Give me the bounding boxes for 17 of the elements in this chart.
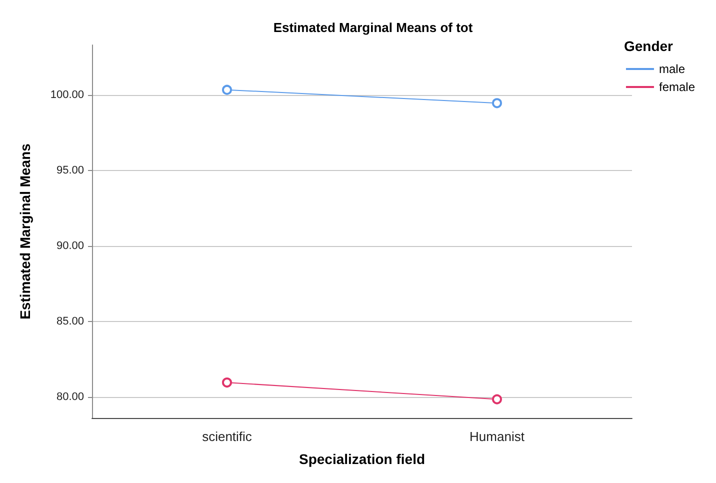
point bbox=[222, 84, 232, 95]
y-tick-label: 100.00 bbox=[50, 88, 84, 101]
legend-label: male bbox=[658, 62, 686, 76]
x-axis-title: Specialization field bbox=[298, 451, 426, 467]
y-tick-label: 90.00 bbox=[56, 240, 84, 252]
chart-title: Estimated Marginal Means of tot bbox=[273, 20, 474, 35]
y-axis-title: Estimated Marginal Means bbox=[17, 143, 33, 320]
y-tick-label: 95.00 bbox=[56, 164, 84, 176]
y-tick-label: 85.00 bbox=[56, 315, 84, 328]
legend-label: female bbox=[658, 80, 696, 94]
y-tick-label: 80.00 bbox=[56, 390, 84, 403]
point bbox=[492, 394, 502, 404]
legend-title: Gender bbox=[624, 38, 674, 54]
point bbox=[492, 98, 502, 108]
x-tick-label: Humanist bbox=[470, 429, 525, 444]
x-tick-label: scientific bbox=[202, 429, 252, 444]
point bbox=[222, 378, 232, 388]
